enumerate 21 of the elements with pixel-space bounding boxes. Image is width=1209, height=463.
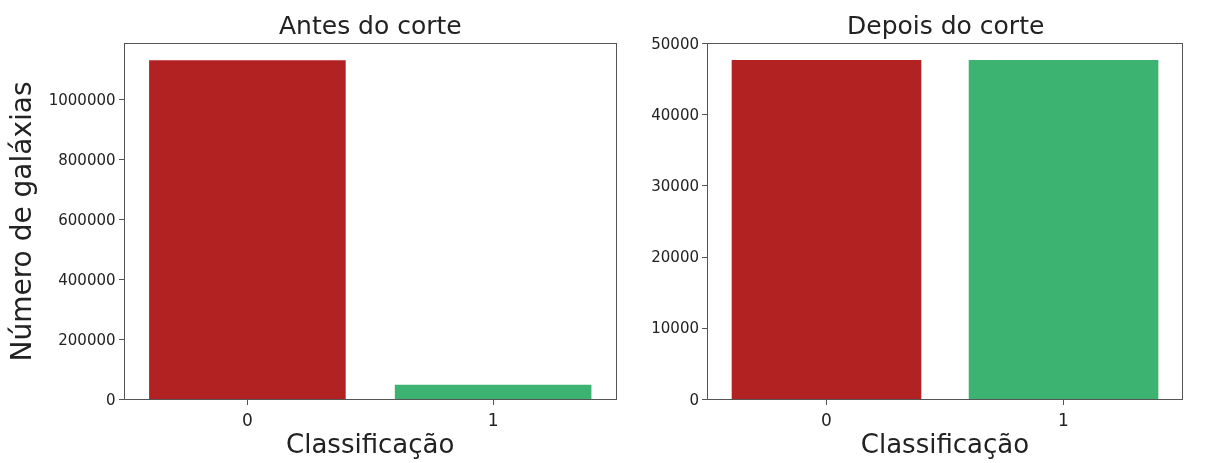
x-axis-title: Classificação xyxy=(286,429,455,460)
y-tick-label: 30000 xyxy=(651,177,699,196)
y-tick-label: 400000 xyxy=(58,270,116,289)
y-tick-label: 800000 xyxy=(58,150,116,169)
x-tick-label: 1 xyxy=(487,409,499,430)
x-axis-title: Classificação xyxy=(860,429,1030,460)
y-axis-title: Número de galáxias xyxy=(5,81,39,362)
y-tick-label: 40000 xyxy=(651,106,699,125)
y-tick-label: 50000 xyxy=(651,34,699,53)
x-tick-label: 0 xyxy=(241,409,253,430)
y-tick-label: 0 xyxy=(105,390,116,409)
y-tick-label: 200000 xyxy=(58,330,116,349)
x-tick-label: 0 xyxy=(821,409,832,430)
chart-title: Antes do corte xyxy=(279,11,462,40)
y-tick-label: 1000000 xyxy=(48,90,116,109)
y-tick-label: 0 xyxy=(689,390,699,409)
chart-title: Depois do corte xyxy=(847,11,1045,40)
y-tick-label: 20000 xyxy=(651,248,699,267)
y-tick-label: 10000 xyxy=(651,319,699,338)
y-tick-label: 600000 xyxy=(58,210,116,229)
x-tick-label: 1 xyxy=(1058,409,1069,430)
